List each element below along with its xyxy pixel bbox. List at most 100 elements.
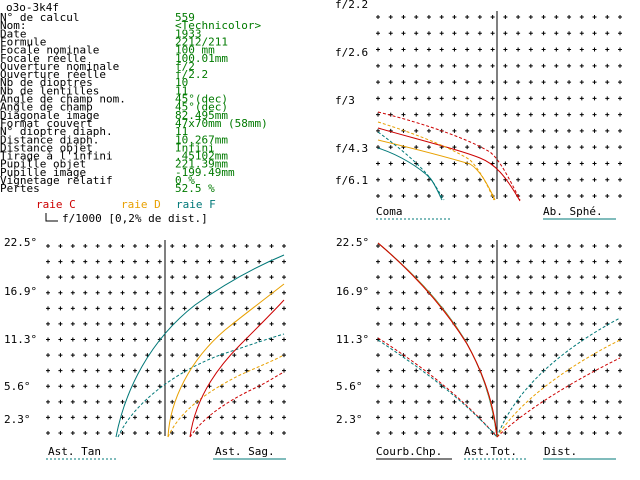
field-tick: 5.6° — [336, 380, 363, 393]
grid-marker — [452, 194, 457, 198]
grid-marker — [145, 337, 150, 342]
grid-marker — [477, 80, 482, 85]
grid-marker — [477, 384, 482, 389]
grid-marker — [579, 431, 584, 435]
grid-marker — [503, 321, 508, 326]
grid-marker — [528, 161, 533, 166]
grid-marker — [145, 321, 150, 326]
grid-marker — [83, 259, 88, 264]
grid-marker — [541, 177, 546, 182]
grid-marker — [516, 244, 521, 248]
grid-marker — [219, 244, 224, 248]
grid-marker — [157, 431, 162, 435]
grid-marker — [592, 47, 597, 52]
grid-marker — [490, 384, 495, 389]
grid-marker — [579, 31, 584, 36]
grid-marker — [145, 290, 150, 295]
grid-marker — [554, 112, 559, 117]
grid-marker — [108, 399, 113, 404]
grid-marker — [195, 415, 200, 420]
grid-marker — [70, 321, 75, 326]
grid-marker — [452, 63, 457, 68]
grid-marker — [541, 431, 546, 435]
grid-marker — [157, 415, 162, 420]
grid-marker — [70, 244, 75, 248]
grid-marker — [376, 415, 380, 420]
grid-marker — [207, 368, 212, 373]
grid-marker — [95, 290, 100, 295]
grid-marker — [257, 368, 262, 373]
grid-marker — [592, 161, 597, 166]
grid-marker — [503, 244, 508, 248]
grid-marker — [401, 321, 406, 326]
grid-marker — [388, 368, 393, 373]
grid-marker — [554, 145, 559, 150]
param-value: Infini — [175, 141, 215, 154]
aperture-tick: f/3 — [335, 94, 355, 107]
grid-marker — [439, 275, 444, 280]
grid-marker — [439, 112, 444, 117]
grid-marker — [182, 275, 187, 280]
grid-marker — [83, 275, 88, 280]
grid-marker — [516, 112, 521, 117]
grid-marker — [541, 31, 546, 36]
grid-marker — [232, 259, 237, 264]
param-label: Pupille objet — [0, 158, 86, 171]
grid-marker — [579, 128, 584, 133]
grid-marker — [503, 306, 508, 311]
grid-marker — [232, 384, 237, 389]
grid-marker — [207, 337, 212, 342]
grid-marker — [605, 161, 610, 166]
grid-marker — [83, 290, 88, 295]
grid-marker — [490, 80, 495, 85]
grid-marker — [132, 290, 137, 295]
grid-marker — [269, 244, 274, 248]
grid-marker — [516, 161, 521, 166]
grid-marker — [70, 384, 75, 389]
grid-marker — [145, 306, 150, 311]
grid-marker — [145, 275, 150, 280]
grid-marker — [541, 337, 546, 342]
grid-marker — [605, 306, 610, 311]
field-tick: 22.5° — [336, 236, 369, 249]
grid-marker — [465, 47, 470, 52]
grid-marker — [95, 384, 100, 389]
grid-marker — [388, 337, 393, 342]
grid-marker — [477, 47, 482, 52]
grid-marker — [376, 399, 380, 404]
grid-marker — [182, 415, 187, 420]
grid-marker — [503, 194, 508, 198]
grid-marker — [579, 353, 584, 358]
field-tick: 5.6° — [4, 380, 31, 393]
grid-marker — [605, 63, 610, 68]
grid-marker — [83, 306, 88, 311]
grid-marker — [244, 384, 249, 389]
grid-marker — [182, 384, 187, 389]
grid-marker — [477, 306, 482, 311]
grid-marker — [132, 415, 137, 420]
grid-marker — [388, 31, 393, 36]
grid-marker — [618, 177, 622, 182]
grid-marker — [170, 290, 175, 295]
grid-marker — [592, 177, 597, 182]
grid-marker — [145, 244, 150, 248]
param-value: 45°(dec) — [175, 93, 228, 106]
grid-marker — [465, 275, 470, 280]
grid-marker — [232, 415, 237, 420]
grid-marker — [219, 368, 224, 373]
grid-marker — [426, 31, 431, 36]
grid-marker — [579, 368, 584, 373]
grid-marker — [579, 384, 584, 389]
grid-marker — [132, 399, 137, 404]
grid-marker — [528, 321, 533, 326]
grid-marker — [554, 244, 559, 248]
grid-marker — [388, 47, 393, 52]
dist-curve-f — [496, 317, 621, 438]
grid-marker — [516, 63, 521, 68]
grid-marker — [503, 337, 508, 342]
grid-marker — [605, 290, 610, 295]
grid-marker — [477, 112, 482, 117]
grid-marker — [120, 415, 125, 420]
param-value: 52.5 % — [175, 182, 215, 195]
param-label: Pupille image — [0, 166, 86, 179]
